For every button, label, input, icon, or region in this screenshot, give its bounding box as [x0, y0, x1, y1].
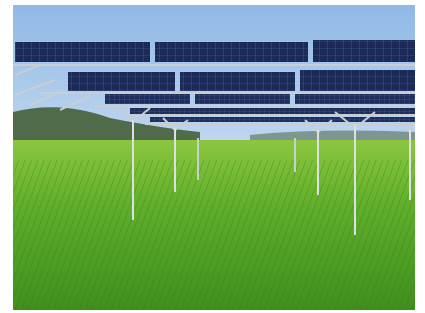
scene	[13, 5, 415, 310]
page	[0, 0, 425, 313]
photo	[0, 0, 425, 313]
